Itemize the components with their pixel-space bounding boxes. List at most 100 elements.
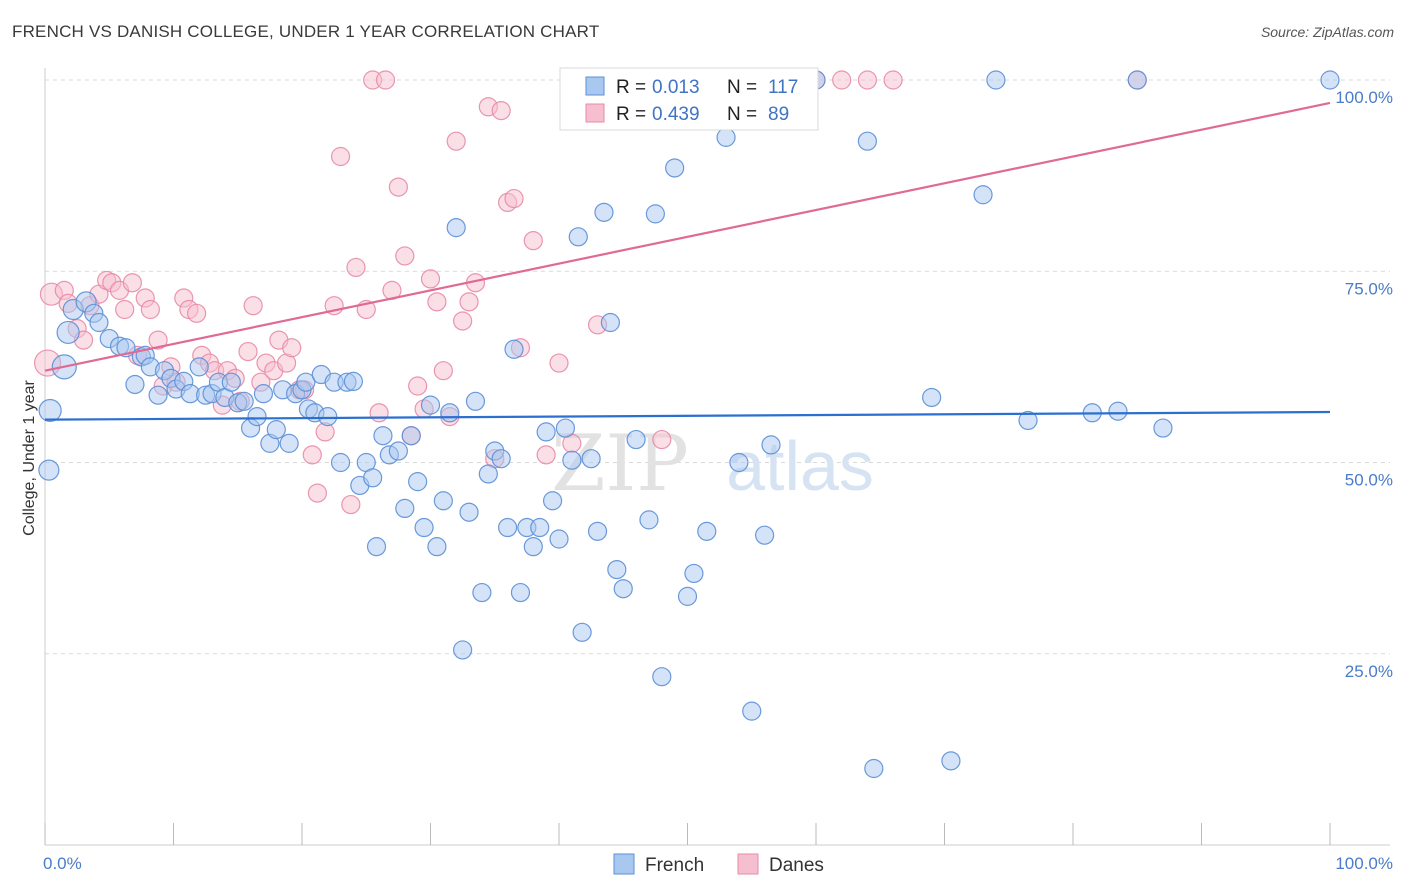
danes-point-62 — [453, 311, 473, 331]
french-point-99 — [742, 701, 762, 721]
french-point-80 — [562, 450, 582, 470]
x-tick-label-1: 100.0% — [1335, 854, 1393, 873]
legend-n-value-1: 89 — [768, 104, 789, 125]
x-tick-label-0: 0.0% — [43, 854, 82, 873]
french-point-86 — [600, 312, 621, 333]
french-point-67 — [478, 464, 498, 484]
danes-point-52 — [388, 177, 408, 197]
french-point-78 — [549, 529, 569, 549]
french-point-42 — [318, 407, 338, 427]
french-point-104 — [864, 758, 884, 779]
french-point-7 — [89, 312, 109, 333]
french-point-21 — [189, 357, 209, 377]
x-tick-labels: 0.0% 100.0% — [43, 854, 1393, 873]
danes-point-15 — [140, 299, 160, 320]
legend-swatch-french — [585, 76, 605, 96]
french-point-83 — [581, 449, 601, 469]
axes — [44, 68, 1390, 846]
french-point-108 — [986, 70, 1006, 90]
french-point-76 — [536, 422, 556, 442]
french-point-70 — [498, 517, 518, 538]
french-point-103 — [857, 131, 878, 151]
danes-point-44 — [330, 146, 351, 167]
legend-r-label-1: R = — [616, 104, 646, 125]
french-point-111 — [1108, 401, 1128, 421]
legend-r-label-0: R = — [616, 77, 646, 98]
french-point-95 — [684, 563, 704, 584]
danes-point-30 — [238, 341, 258, 362]
french-point-90 — [639, 510, 659, 530]
danes-point-49 — [369, 403, 389, 423]
french-point-11 — [125, 374, 145, 395]
danes-point-37 — [282, 338, 302, 358]
legend-n-label-1: N = — [727, 104, 757, 125]
watermark: ZIP atlas — [551, 419, 874, 509]
french-point-56 — [408, 472, 428, 492]
french-point-114 — [1320, 70, 1340, 90]
french-point-1 — [38, 459, 60, 481]
french-point-74 — [523, 537, 543, 557]
danes-point-40 — [302, 445, 322, 465]
french-point-66 — [472, 582, 492, 603]
y-axis-title: College, Under 1 year — [21, 380, 38, 536]
danes-point-86 — [857, 70, 878, 90]
french-point-85 — [594, 202, 614, 222]
danes-point-50 — [375, 70, 396, 90]
danes-point-73 — [549, 353, 569, 373]
legend-top: R = 0.013 N = 117 R = 0.439 N = 89 — [559, 67, 819, 131]
watermark-atlas: atlas — [726, 427, 874, 505]
french-point-105 — [922, 387, 942, 408]
chart-title: FRENCH VS DANISH COLLEGE, UNDER 1 YEAR C… — [12, 22, 600, 41]
y-tick-labels: 25.0% 50.0% 75.0% 100.0% — [1335, 88, 1393, 681]
french-point-112 — [1127, 70, 1147, 90]
french-point-50 — [366, 537, 387, 557]
french-point-97 — [716, 127, 736, 147]
danes-point-69 — [504, 188, 524, 209]
french-point-38 — [296, 372, 316, 392]
danes-point-53 — [395, 246, 415, 266]
french-point-100 — [754, 525, 775, 545]
french-point-107 — [973, 185, 993, 205]
trend-lines — [44, 101, 1331, 421]
danes-point-45 — [341, 494, 361, 515]
french-point-26 — [221, 372, 241, 392]
french-point-15 — [148, 385, 168, 405]
legend-bottom-label-french: French — [645, 855, 704, 876]
french-point-96 — [697, 521, 717, 541]
french-point-28 — [234, 391, 254, 411]
french-point-101 — [761, 435, 781, 455]
danes-point-85 — [832, 70, 852, 90]
danes-point-11 — [115, 299, 135, 320]
french-point-81 — [568, 227, 588, 247]
french-point-72 — [510, 582, 531, 603]
french-point-46 — [343, 371, 363, 392]
french-point-84 — [587, 521, 608, 541]
danes-point-67 — [491, 100, 511, 121]
french-point-59 — [427, 537, 447, 557]
french-point-109 — [1018, 410, 1038, 431]
french-point-64 — [459, 502, 479, 522]
danes-point-41 — [307, 483, 328, 503]
french-point-77 — [542, 491, 563, 511]
french-point-93 — [665, 158, 685, 178]
source-credit: Source: ZipAtlas.com — [1260, 24, 1394, 40]
french-point-75 — [530, 517, 550, 538]
y-tick-label-2: 75.0% — [1345, 279, 1393, 298]
french-point-62 — [446, 218, 466, 238]
danes-point-87 — [883, 70, 903, 90]
legend-n-label-0: N = — [727, 77, 757, 98]
french-points — [38, 70, 1340, 779]
french-point-71 — [504, 339, 524, 359]
french-point-53 — [388, 441, 408, 461]
french-point-55 — [401, 426, 421, 446]
french-point-89 — [626, 429, 646, 450]
french-point-88 — [613, 579, 633, 599]
french-point-82 — [572, 622, 592, 642]
french-point-33 — [266, 420, 286, 440]
legend-bottom-label-danes: Danes — [769, 855, 824, 876]
y-tick-label-0: 25.0% — [1345, 662, 1393, 681]
french-point-51 — [373, 426, 393, 446]
french-point-63 — [453, 640, 473, 660]
legend-bottom-swatch-french — [613, 853, 635, 875]
